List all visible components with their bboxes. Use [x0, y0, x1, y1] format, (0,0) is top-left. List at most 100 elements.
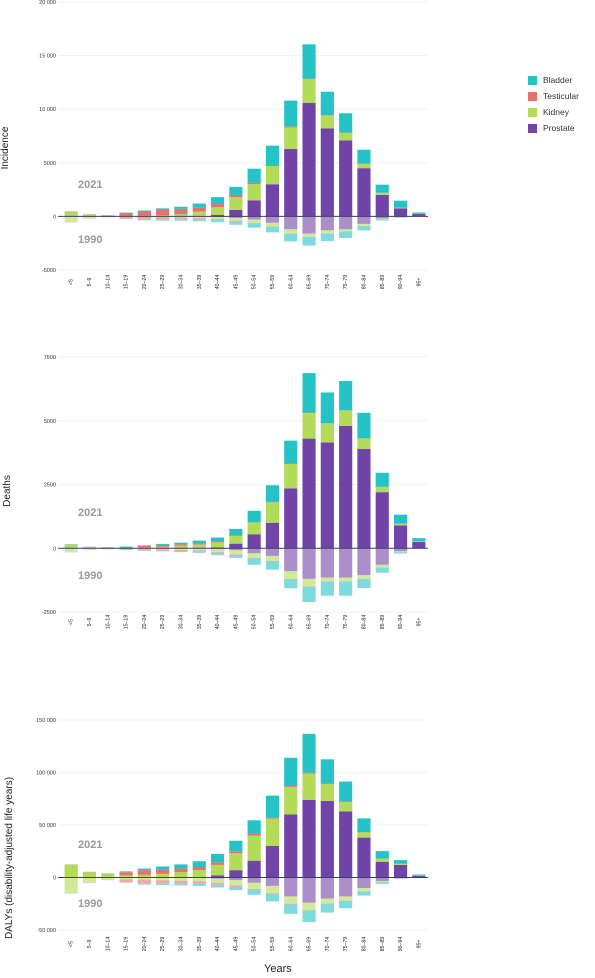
bar-1990-bladder-50-54 [247, 558, 261, 565]
bar-1990-kidney-45-49 [229, 218, 243, 221]
y-axis-title: Incidence [0, 126, 11, 169]
bar-2021-testicular-35-39 [192, 207, 206, 212]
y-tick-label: 150 000 [36, 718, 56, 724]
bar-1990-bladder-45-49 [229, 886, 243, 891]
bar-1990-kidney-70-74 [320, 577, 334, 582]
bar-2021-testicular-40-44 [210, 541, 225, 543]
bar-2021-testicular-60-64 [284, 786, 298, 788]
bar-2021-kidney-65-69 [302, 413, 316, 439]
bar-1990-kidney-80-84 [357, 223, 371, 227]
bar-2021-kidney-35-39 [192, 544, 206, 549]
bar-2021-bladder-85-89 [375, 851, 389, 859]
bar-1990-prostate-75-79 [339, 216, 353, 230]
bar-1990-testicular-60-64 [284, 578, 298, 580]
bar-1990-bladder-65-69 [302, 586, 316, 603]
bar-2021-kidney-35-39 [192, 870, 206, 878]
bar-1990-kidney-5-9 [82, 216, 97, 219]
bar-2021-kidney-45-49 [229, 853, 243, 871]
bar-1990-kidney-80-84 [357, 575, 371, 579]
bar-2021-testicular-65-69 [302, 772, 316, 774]
bar-1990-kidney-55-59 [265, 885, 280, 894]
deaths-panel: -2500 0 2500 5000 7500 <5 5–9 10–14 15–19 20–24 25… [2, 355, 428, 629]
bar-1990-bladder-45-49 [229, 221, 243, 225]
bar-2021-prostate-85-89 [375, 492, 389, 549]
bar-2021-testicular-60-64 [284, 126, 298, 128]
bar-1990-bladder-70-74 [320, 904, 334, 913]
bar-2021-bladder-40-44 [210, 853, 225, 863]
x-tick-label: 75–79 [343, 615, 349, 630]
bar-2021-testicular-15-19 [119, 212, 133, 216]
bar-2021-bladder-95 [412, 874, 426, 876]
y-tick-label: -50 000 [37, 928, 56, 934]
legend-item-bladder: Bladder [528, 72, 579, 88]
bar-2021-bladder-85-89 [375, 184, 389, 193]
bar-1990-testicular-15-19 [119, 879, 133, 883]
bar-2021-testicular-20-24 [137, 545, 151, 548]
bar-2021-testicular-35-39 [192, 543, 206, 545]
x-tick-label: 45–49 [233, 275, 239, 290]
bar-1990-prostate-50-54 [247, 877, 261, 883]
bar-2021-kidney-30-34 [174, 545, 188, 549]
bar-1990-prostate-60-64 [284, 548, 298, 572]
x-tick-label: 35–39 [197, 937, 203, 952]
bar-1990-kidney-85-89 [375, 564, 389, 568]
bar-2021-prostate-75-79 [339, 425, 353, 549]
bar-2021-prostate-55-59 [265, 522, 280, 549]
bar-1990-prostate-60-64 [284, 877, 298, 897]
bar-2021-testicular-55-59 [265, 501, 280, 503]
bar-2021-bladder-65-69 [302, 44, 316, 79]
bar-1990-bladder-65-69 [302, 236, 316, 246]
bar-2021-prostate-40-44 [210, 875, 225, 878]
x-tick-label: 40–44 [215, 937, 221, 952]
x-tick-label: 60–64 [288, 937, 294, 952]
bar-2021-testicular-50-54 [247, 833, 261, 836]
bar-2021-bladder-20-24 [137, 210, 151, 212]
bar-1990-testicular-65-69 [302, 910, 316, 911]
bar-2021-bladder-50-54 [247, 820, 261, 834]
bar-2021-kidney-55-59 [265, 502, 280, 523]
legend-label-kidney: Kidney [543, 107, 569, 117]
x-tick-label: 30–34 [178, 275, 184, 290]
bar-2021-prostate-60-64 [284, 814, 298, 878]
y-tick-label: 10 000 [39, 107, 56, 113]
bar-2021-kidney-90-94 [393, 523, 408, 526]
bar-2021-prostate-90-94 [393, 864, 408, 878]
bar-2021-prostate-45-49 [229, 209, 243, 217]
x-tick-label: 70–74 [325, 937, 331, 952]
bar-1990-kidney-25-29 [156, 877, 170, 881]
bar-2021-testicular-25-29 [156, 544, 170, 547]
bar-1990-bladder-25-29 [156, 220, 170, 221]
bar-1990-bladder-90-94 [393, 217, 408, 218]
bar-1990-kidney-35-39 [192, 548, 206, 551]
bar-1990-prostate-45-49 [229, 877, 243, 881]
bar-1990-bladder-35-39 [192, 883, 206, 886]
bar-2021-bladder-20-24 [137, 868, 151, 871]
bar-2021-kidney-25-29 [156, 873, 170, 878]
bar-1990-kidney-30-34 [174, 216, 188, 218]
year-label-2021: 2021 [78, 179, 102, 191]
bar-1990-prostate-60-64 [284, 216, 298, 230]
x-tick-label: <5 [69, 619, 75, 625]
bar-1990-testicular-40-44 [210, 882, 225, 885]
y-tick-label: 5000 [44, 419, 56, 425]
x-tick-label: 80–84 [361, 615, 367, 630]
bar-2021-kidney-85-89 [375, 487, 389, 493]
bar-2021-prostate-90-94 [393, 525, 408, 549]
bar-1990-prostate-50-54 [247, 216, 261, 220]
bar-2021-kidney-95 [412, 541, 426, 542]
bar-1990-testicular-40-44 [210, 552, 225, 553]
bar-2021-testicular-30-34 [174, 868, 188, 873]
bar-1990-bladder-50-54 [247, 223, 261, 228]
y-tick-label: -5000 [42, 268, 56, 274]
x-tick-label: 10–14 [105, 275, 111, 290]
y-tick-label: 100 000 [36, 771, 56, 777]
bar-2021-bladder-35-39 [192, 540, 206, 544]
bar-1990-prostate-70-74 [320, 877, 334, 899]
bar-2021-testicular-10-14 [101, 873, 115, 875]
x-tick-label: 50–54 [252, 615, 258, 630]
bar-1990-prostate-80-84 [357, 877, 371, 888]
bar-2021-testicular-50-54 [247, 182, 261, 185]
x-tick-label: <5 [69, 941, 75, 947]
bar-1990-testicular-20-24 [137, 216, 151, 221]
bar-2021-testicular-45-49 [229, 194, 243, 198]
